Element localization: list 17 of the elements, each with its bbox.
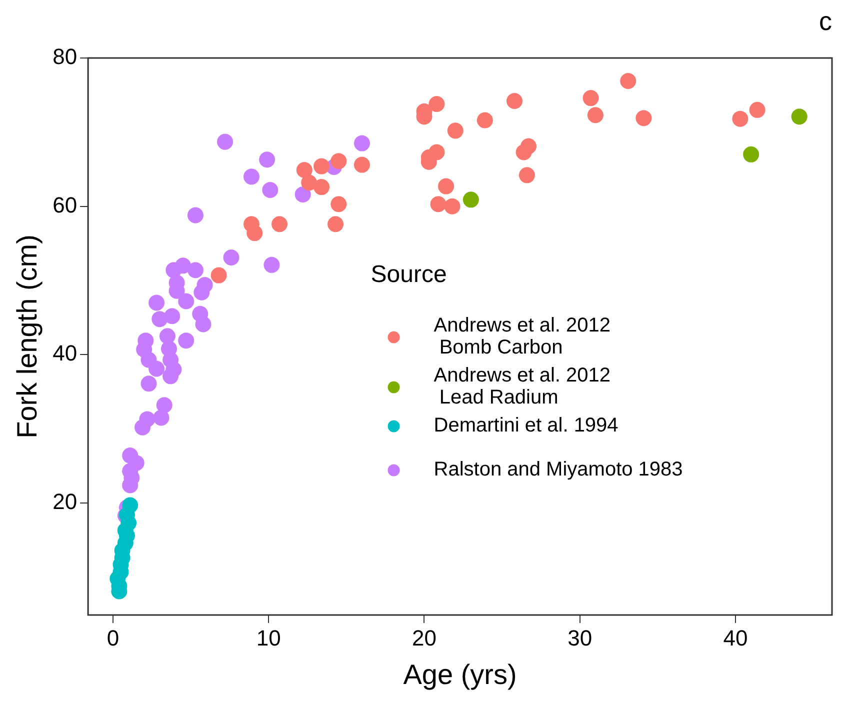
legend-label: Ralston and Miyamoto 1983 (434, 458, 683, 481)
y-axis-title: Fork length (cm) (12, 234, 43, 438)
legend-title: Source (370, 260, 447, 288)
legend-label: Demartini et al. 1994 (434, 414, 618, 437)
legend-label: Andrews et al. 2012 Lead Radium (434, 364, 611, 409)
x-tick-label: 30 (568, 625, 592, 650)
x-tick-label: 0 (106, 625, 120, 650)
y-tick-label: 40 (52, 340, 78, 366)
text: c (819, 6, 832, 36)
y-tick-label: 20 (52, 489, 78, 514)
x-tick-label: 10 (256, 625, 281, 650)
x-tick-label: 20 (412, 625, 436, 650)
x-axis-title: Age (yrs) (403, 658, 517, 690)
legend-label: Andrews et al. 2012 Bomb Carbon (434, 314, 611, 359)
y-tick-label: 60 (52, 192, 78, 218)
x-tick-label: 40 (723, 625, 748, 650)
y-tick-label: 80 (52, 44, 78, 70)
